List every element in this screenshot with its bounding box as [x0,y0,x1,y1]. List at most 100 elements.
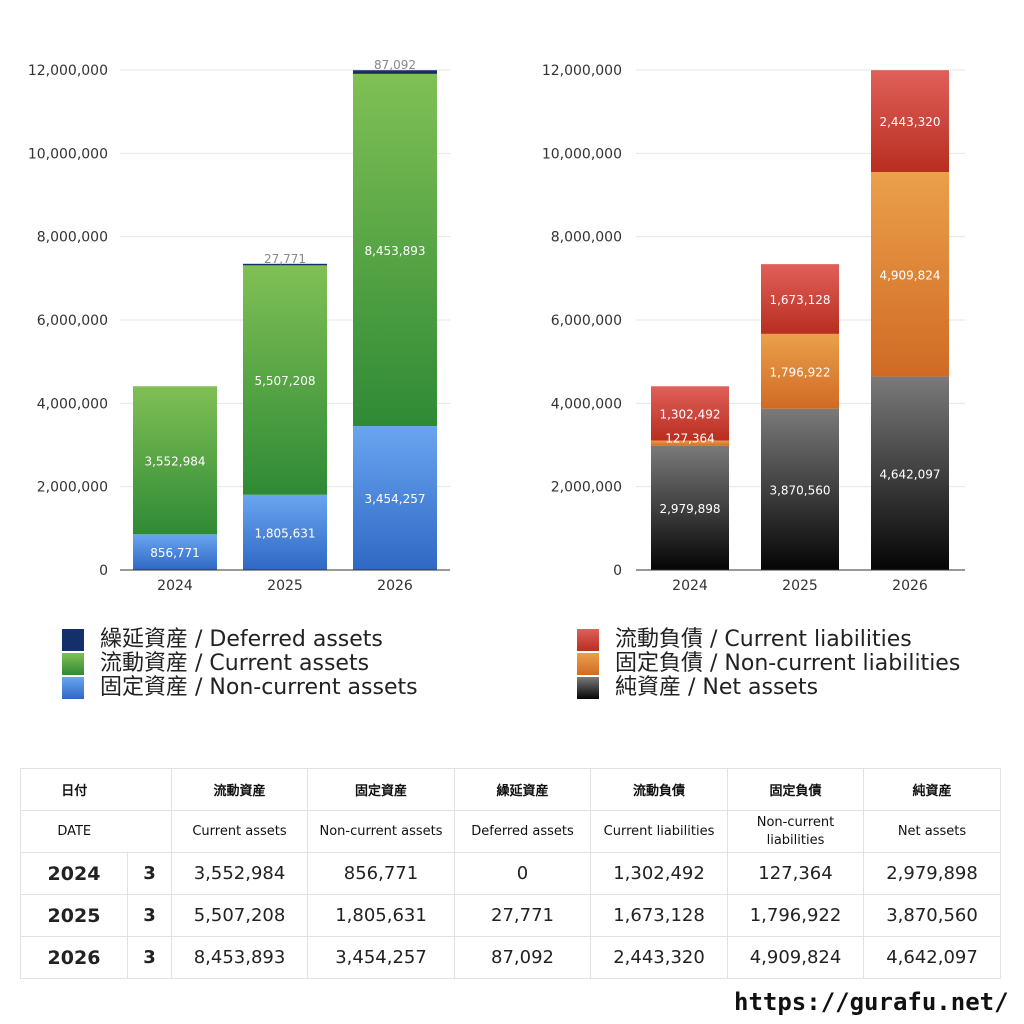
bar-segment [353,426,437,570]
y-tick-label: 8,000,000 [37,230,108,246]
y-tick-label: 10,000,000 [28,146,108,162]
header-cell: 固定資産 [307,768,455,811]
header-cell: 純資産 [863,768,1001,811]
value-cell: 1,796,922 [727,894,864,937]
value-cell: 27,771 [454,894,591,937]
y-tick-label: 6,000,000 [37,313,108,329]
value-cell: 4,909,824 [727,936,864,979]
month-cell: 3 [127,894,172,937]
legend-item-deferred-assets: 繰延資産 / Deferred assets [62,628,418,652]
charts-area: 0 2,000,000 4,000,000 6,000,000 8,000,000 10,… [28,58,965,594]
y-tick-label: 0 [99,563,108,579]
year-cell: 2026 [20,936,128,979]
data-label: 2,979,898 [659,502,720,516]
bar-segment [651,386,729,441]
value-cell: 4,642,097 [863,936,1001,979]
value-cell: 856,771 [307,852,455,895]
legend-left: 繰延資産 / Deferred assets 流動資産 / Current as… [62,628,418,700]
bar-segment [871,172,949,377]
data-label: 27,771 [264,252,306,266]
header-cell [127,810,172,853]
bar-segment [243,494,327,570]
value-cell: 87,092 [454,936,591,979]
value-cell: 5,507,208 [171,894,308,937]
data-label: 87,092 [374,58,416,72]
value-cell: 2,443,320 [590,936,728,979]
header-cell: 流動資産 [171,768,308,811]
legend-item-non-current-assets: 固定資産 / Non-current assets [62,676,418,700]
legend-label: 繰延資産 / Deferred assets [100,627,383,652]
bar-segment [651,445,729,570]
x-tick-label: 2025 [782,578,818,594]
header-cell: Current assets [171,810,308,853]
data-label: 1,302,492 [659,407,720,421]
legend-swatch [62,629,84,651]
y-tick-label: 12,000,000 [542,63,622,79]
legend-label: 流動負債 / Current liabilities [615,627,912,652]
bar-segment [871,376,949,570]
year-cell: 2025 [20,894,128,937]
header-cell: 日付 [20,768,128,811]
footer-url: https://gurafu.net/ [734,988,1009,1016]
value-cell: 8,453,893 [171,936,308,979]
data-label: 8,453,893 [364,244,425,258]
x-tick-label: 2026 [892,578,928,594]
bar-segment [353,73,437,427]
liabilities-chart: 0 2,000,000 4,000,000 6,000,000 8,000,000 10,… [542,63,965,594]
y-tick-label: 2,000,000 [37,480,108,496]
bar-segment [243,263,327,266]
legend-label: 流動資産 / Current assets [100,651,370,676]
header-cell: 繰延資産 [454,768,591,811]
data-label: 1,805,631 [254,526,315,540]
data-label: 4,909,824 [879,268,940,282]
data-label: 3,454,257 [364,492,425,506]
year-cell: 2024 [20,852,128,895]
y-tick-label: 4,000,000 [551,396,622,412]
header-cell: Net assets [863,810,1001,853]
header-cell: Non-current assets [307,810,455,853]
y-tick-label: 2,000,000 [551,480,622,496]
legend-swatch [577,653,599,675]
value-cell: 1,302,492 [590,852,728,895]
y-tick-label: 4,000,000 [37,396,108,412]
legend-label: 純資産 / Net assets [615,675,819,700]
data-label: 856,771 [150,546,200,560]
value-cell: 2,979,898 [863,852,1001,895]
table-row: 2025 3 5,507,208 1,805,631 27,771 1,673,… [20,894,1001,937]
x-tick-label: 2024 [157,578,193,594]
bar-segment [133,386,217,535]
value-cell: 0 [454,852,591,895]
y-tick-label: 10,000,000 [542,146,622,162]
value-cell: 1,805,631 [307,894,455,937]
value-cell: 3,454,257 [307,936,455,979]
bar-segment [761,333,839,409]
table-header-jp: 日付 流動資産 固定資産 繰延資産 流動負債 固定負債 純資産 [20,768,1001,811]
header-cell: 流動負債 [590,768,728,811]
bar-segment [871,70,949,173]
data-label: 2,443,320 [879,115,940,129]
bar-segment [761,264,839,334]
value-cell: 127,364 [727,852,864,895]
legend-item-non-current-liabilities: 固定負債 / Non-current liabilities [577,652,960,676]
legend-item-current-liabilities: 流動負債 / Current liabilities [577,628,960,652]
data-label: 1,796,922 [769,365,830,379]
legend-swatch [62,677,84,699]
data-label: 4,642,097 [879,467,940,481]
header-cell: DATE [20,810,128,853]
bar-segment [651,440,729,446]
value-cell: 3,552,984 [171,852,308,895]
x-tick-label: 2024 [672,578,708,594]
bar-segment [243,265,327,495]
header-cell: Non-current liabilities [727,810,864,853]
header-cell: Current liabilities [590,810,728,853]
legend-label: 固定資産 / Non-current assets [100,675,418,700]
legend-right: 流動負債 / Current liabilities 固定負債 / Non-cu… [577,628,960,700]
y-tick-label: 12,000,000 [28,63,108,79]
legend-swatch [577,629,599,651]
x-tick-label: 2026 [377,578,413,594]
data-label: 3,870,560 [769,483,830,497]
legend-label: 固定負債 / Non-current liabilities [615,651,961,676]
table-row: 2024 3 3,552,984 856,771 0 1,302,492 127… [20,852,1001,895]
month-cell: 3 [127,936,172,979]
data-label: 1,673,128 [769,293,830,307]
